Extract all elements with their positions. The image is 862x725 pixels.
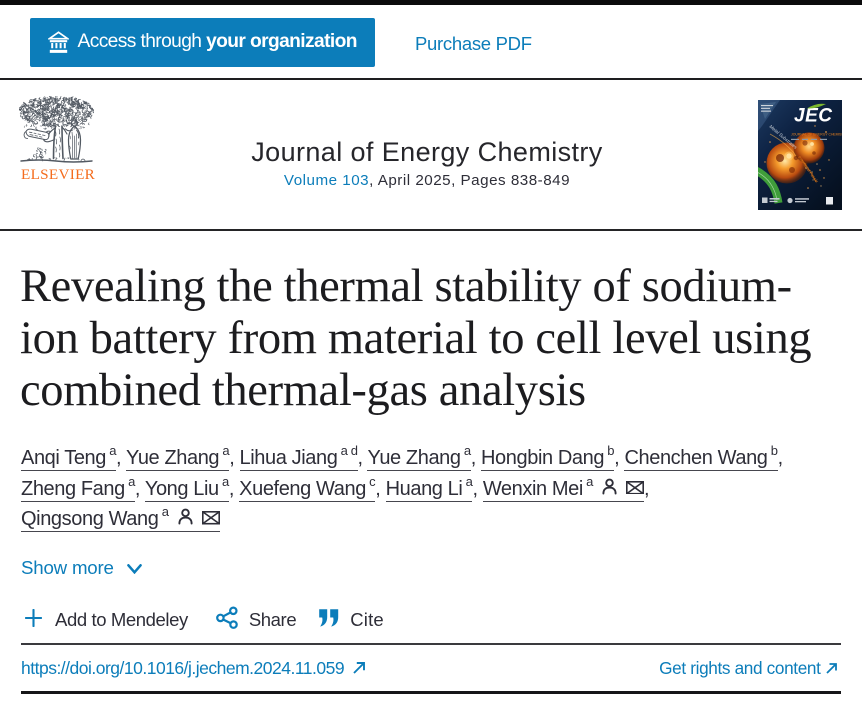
svg-text:JEC: JEC [794,106,832,127]
svg-text:JOURNAL OF ENERGY CHEMISTRY: JOURNAL OF ENERGY CHEMISTRY [791,133,842,137]
